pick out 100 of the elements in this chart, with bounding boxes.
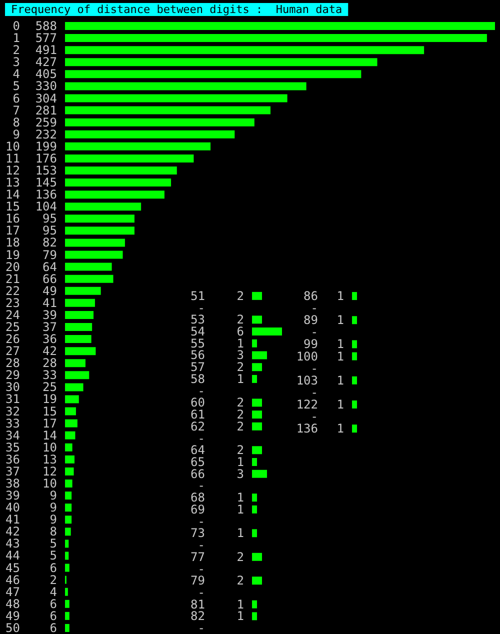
- y-tick-label: 99: [304, 337, 318, 352]
- bar: [252, 552, 262, 561]
- y-tick-label: 86: [304, 289, 318, 304]
- bar: [65, 431, 76, 440]
- bar: [65, 286, 101, 295]
- data-label: 304: [35, 91, 57, 106]
- data-label: 1: [336, 349, 344, 364]
- y-tick-label: 69: [190, 502, 205, 516]
- bar: [65, 359, 86, 368]
- bar: [252, 446, 262, 454]
- y-tick-label: 64: [190, 443, 205, 458]
- y-tick-label: 1: [12, 31, 20, 46]
- y-tick-label: 17: [6, 224, 20, 238]
- bar: [65, 564, 70, 572]
- data-label: 95: [42, 212, 57, 226]
- data-label: 5: [50, 536, 57, 551]
- y-tick-label: -: [310, 410, 318, 424]
- bar: [252, 363, 262, 372]
- bar: [65, 371, 90, 380]
- bar: [65, 335, 92, 344]
- data-label: 14: [42, 428, 57, 442]
- y-tick-label: 2: [12, 43, 20, 58]
- data-label: 6: [50, 620, 57, 634]
- bar: [65, 22, 495, 30]
- data-label: 12: [42, 464, 57, 478]
- bar: [65, 226, 134, 235]
- y-tick-label: 8: [12, 115, 20, 130]
- data-label: 2: [236, 312, 244, 327]
- y-tick-label: 37: [6, 464, 20, 478]
- bar: [65, 106, 270, 114]
- data-label: 1: [236, 455, 244, 469]
- bar: [252, 316, 262, 324]
- y-tick-label: -: [198, 514, 205, 528]
- y-tick-label: 46: [6, 572, 20, 587]
- data-label: 2: [236, 574, 244, 588]
- data-label: 6: [50, 608, 57, 623]
- bar: [65, 58, 378, 66]
- data-label: 9: [50, 512, 57, 527]
- bar: [65, 600, 70, 608]
- data-label: 104: [35, 200, 57, 214]
- y-tick-label: 60: [190, 396, 205, 410]
- y-tick-label: 25: [6, 320, 20, 334]
- y-tick-label: 54: [190, 324, 205, 339]
- data-label: 491: [35, 43, 57, 58]
- data-label: 2: [236, 396, 244, 410]
- bar: [252, 458, 257, 466]
- y-tick-label: 73: [190, 526, 205, 540]
- data-label: 5: [50, 548, 57, 563]
- y-tick-label: 27: [6, 344, 20, 358]
- bar: [65, 624, 70, 632]
- data-label: 405: [35, 67, 57, 82]
- bar: [252, 398, 262, 407]
- data-label: 37: [42, 320, 57, 334]
- bar: [65, 407, 76, 416]
- y-tick-label: -: [198, 300, 205, 315]
- y-tick-label: 55: [190, 336, 205, 350]
- y-tick-label: 41: [6, 512, 20, 527]
- bar: [65, 528, 71, 536]
- bar: [65, 588, 68, 596]
- data-label: 1: [236, 526, 244, 540]
- bar: [65, 250, 123, 259]
- y-tick-label: 42: [6, 524, 20, 539]
- y-tick-label: 56: [190, 348, 205, 362]
- y-tick-label: 15: [6, 200, 20, 214]
- y-tick-label: 51: [190, 288, 205, 303]
- bar: [65, 214, 134, 223]
- y-tick-label: 57: [190, 360, 205, 374]
- data-label: 39: [42, 308, 57, 322]
- bar: [65, 70, 362, 78]
- bar: [252, 339, 257, 348]
- y-tick-label: 34: [6, 428, 20, 442]
- bar: [65, 310, 94, 319]
- bar: [65, 202, 142, 211]
- data-label: 10: [42, 476, 57, 491]
- bar: [65, 516, 72, 524]
- y-tick-label: 0: [12, 19, 20, 34]
- data-label: 1: [236, 609, 244, 624]
- bar: [252, 470, 267, 478]
- y-tick-label: 79: [190, 574, 205, 588]
- bar: [65, 552, 69, 560]
- bar: [252, 576, 262, 585]
- data-label: 82: [42, 236, 57, 250]
- y-tick-label: 33: [6, 416, 20, 430]
- data-label: 13: [42, 452, 57, 466]
- data-label: 66: [42, 272, 57, 286]
- data-label: 1: [336, 397, 344, 412]
- y-tick-label: -: [198, 585, 205, 600]
- bar: [65, 323, 92, 331]
- y-tick-label: 50: [6, 620, 20, 634]
- bar: [65, 455, 75, 464]
- data-label: 42: [42, 344, 57, 358]
- data-label: 2: [236, 408, 244, 422]
- bar: [65, 480, 72, 488]
- y-tick-label: -: [198, 431, 205, 446]
- data-label: 79: [42, 248, 57, 262]
- bar: [65, 298, 95, 307]
- y-tick-label: 13: [6, 176, 20, 190]
- y-tick-label: 45: [6, 560, 20, 575]
- y-tick-label: 122: [296, 397, 318, 412]
- y-tick-label: 18: [6, 236, 20, 250]
